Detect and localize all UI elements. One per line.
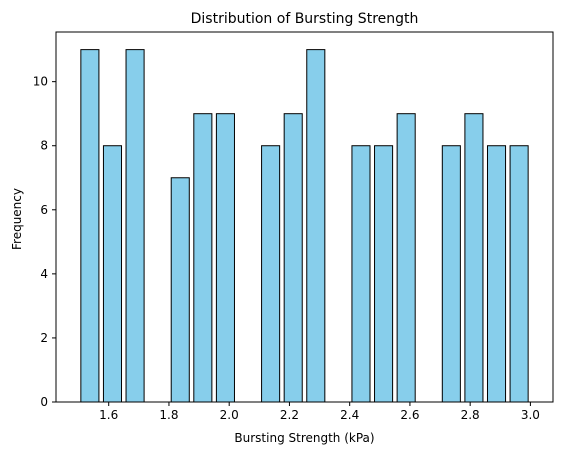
- x-tick-label: 2.4: [340, 408, 359, 422]
- y-tick-label: 6: [40, 203, 48, 217]
- x-tick-label: 1.8: [159, 408, 178, 422]
- histogram-bar: [464, 113, 484, 403]
- histogram-bar: [283, 113, 303, 403]
- chart-title: Distribution of Bursting Strength: [191, 11, 419, 27]
- y-tick-label: 2: [40, 331, 48, 345]
- x-tick-label: 3.0: [521, 408, 540, 422]
- x-tick-label: 2.2: [280, 408, 299, 422]
- histogram-bar: [193, 113, 213, 403]
- histogram-bar: [102, 145, 123, 403]
- y-axis: 0 2 4 6 8 10: [33, 75, 56, 409]
- histogram-bar: [396, 113, 416, 403]
- y-axis-label: Frequency: [10, 188, 24, 250]
- histogram-bar: [374, 145, 394, 403]
- x-tick-label: 2.0: [220, 408, 239, 422]
- histogram-bar: [170, 177, 190, 403]
- bars-group: [80, 49, 529, 403]
- histogram-bar: [306, 49, 326, 403]
- histogram-bar: [80, 49, 100, 403]
- x-axis: 1.6 1.8 2.0 2.2 2.4 2.6 2.8 3.0: [99, 402, 540, 422]
- y-tick-label: 10: [33, 75, 48, 89]
- histogram-bar: [509, 145, 529, 403]
- y-tick-label: 0: [40, 395, 48, 409]
- x-axis-label: Bursting Strength (kPa): [234, 431, 374, 445]
- y-tick-label: 4: [40, 267, 48, 281]
- histogram-bar: [441, 145, 461, 403]
- histogram-bar: [486, 145, 507, 403]
- x-tick-label: 1.6: [99, 408, 118, 422]
- histogram-bar: [125, 49, 145, 403]
- histogram-bar: [261, 145, 281, 403]
- x-tick-label: 2.8: [461, 408, 480, 422]
- y-tick-label: 8: [40, 139, 48, 153]
- x-tick-label: 2.6: [400, 408, 419, 422]
- histogram-bar: [351, 145, 371, 403]
- plot-frame: [55, 31, 554, 403]
- histogram-bar: [215, 113, 235, 403]
